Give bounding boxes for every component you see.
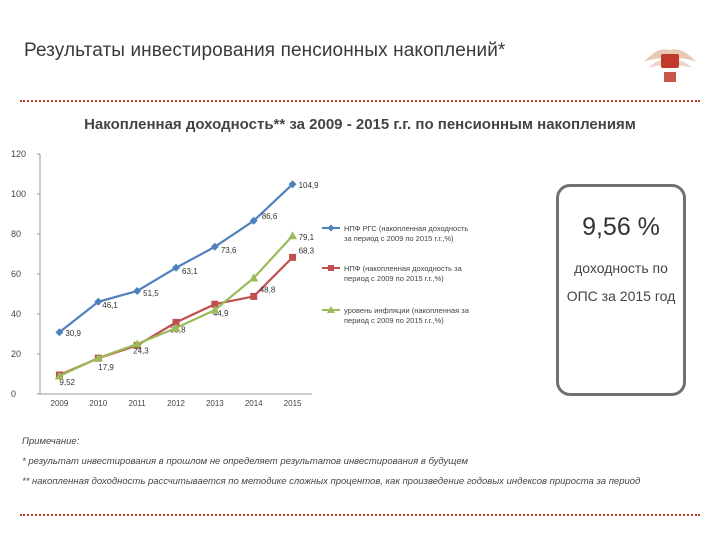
data-point	[172, 263, 180, 272]
y-tick-label: 100	[11, 189, 26, 199]
data-point	[289, 253, 297, 261]
y-tick-label: 0	[11, 389, 16, 399]
y-tick-label: 60	[11, 269, 21, 279]
chart-subtitle: Накопленная доходность** за 2009 - 2015 …	[84, 116, 636, 133]
data-point	[288, 231, 298, 240]
legend-marker	[327, 224, 335, 232]
data-label: 17,9	[98, 363, 114, 372]
data-label: 46,1	[102, 301, 118, 310]
x-tick-label: 2014	[245, 399, 263, 408]
data-point	[211, 300, 219, 308]
y-tick-label: 40	[11, 309, 21, 319]
data-label: 51,5	[143, 289, 159, 298]
legend-label: уровень инфляции (накопленная за период с…	[344, 306, 470, 325]
data-point	[250, 292, 258, 300]
callout-value: 9,56 %	[582, 213, 660, 241]
top-divider	[20, 100, 700, 102]
data-label: 44,9	[213, 309, 229, 318]
data-label: 63,1	[182, 267, 198, 276]
data-label: 68,3	[299, 246, 315, 255]
notes-heading: Примечание:	[22, 436, 80, 447]
x-tick-label: 2013	[206, 399, 224, 408]
data-label: 30,9	[65, 329, 81, 338]
x-tick-label: 2011	[129, 399, 147, 408]
note-line-1: * результат инвестирования в прошлом не …	[22, 456, 469, 467]
y-tick-label: 120	[11, 149, 26, 159]
y-tick-label: 80	[11, 229, 21, 239]
legend-label: НПФ РГС (накопленная доходность за период…	[344, 224, 468, 243]
data-label: 9,52	[59, 378, 75, 387]
return-callout-box: 9,56 % доходность по ОПС за 2015 год	[556, 184, 686, 396]
x-tick-label: 2009	[51, 399, 69, 408]
data-point	[249, 273, 259, 282]
note-line-2: ** накопленная доходность рассчитывается…	[22, 476, 641, 487]
bottom-divider	[20, 514, 700, 516]
y-tick-label: 20	[11, 349, 21, 359]
data-point	[171, 323, 181, 332]
data-point	[55, 328, 64, 337]
x-tick-label: 2015	[284, 399, 302, 408]
data-point	[54, 371, 64, 380]
data-label: 104,9	[299, 181, 320, 190]
data-label: 73,6	[221, 246, 237, 255]
data-label: 79,1	[299, 233, 315, 242]
legend-label: НПФ (накопленная доходность за период с 2…	[344, 264, 463, 283]
returns-line-chart: 0 20 40 60 80 100 120 2009 2010 2011 2012 2013 2014 2…	[11, 149, 470, 408]
data-point	[94, 297, 103, 306]
data-label: 48,8	[260, 285, 276, 294]
data-point	[172, 318, 180, 326]
x-tick-label: 2012	[167, 399, 185, 408]
data-point	[249, 216, 258, 225]
callout-text: доходность по ОПС за 2015 год	[566, 260, 676, 304]
data-label: 86,6	[262, 212, 278, 221]
legend-marker	[327, 306, 335, 313]
notes-block: Примечание: * результат инвестирования в…	[22, 432, 640, 492]
data-label: 24,3	[133, 346, 149, 355]
data-point	[93, 353, 103, 362]
company-logo	[644, 49, 696, 82]
legend-marker	[328, 265, 334, 271]
x-tick-label: 2010	[89, 399, 107, 408]
data-point	[288, 180, 297, 189]
data-point	[210, 242, 219, 251]
page-title: Результаты инвестирования пенсионных нак…	[24, 40, 506, 61]
data-point	[133, 287, 142, 295]
data-point	[132, 339, 142, 348]
data-point	[210, 305, 220, 314]
series-line	[58, 183, 294, 334]
